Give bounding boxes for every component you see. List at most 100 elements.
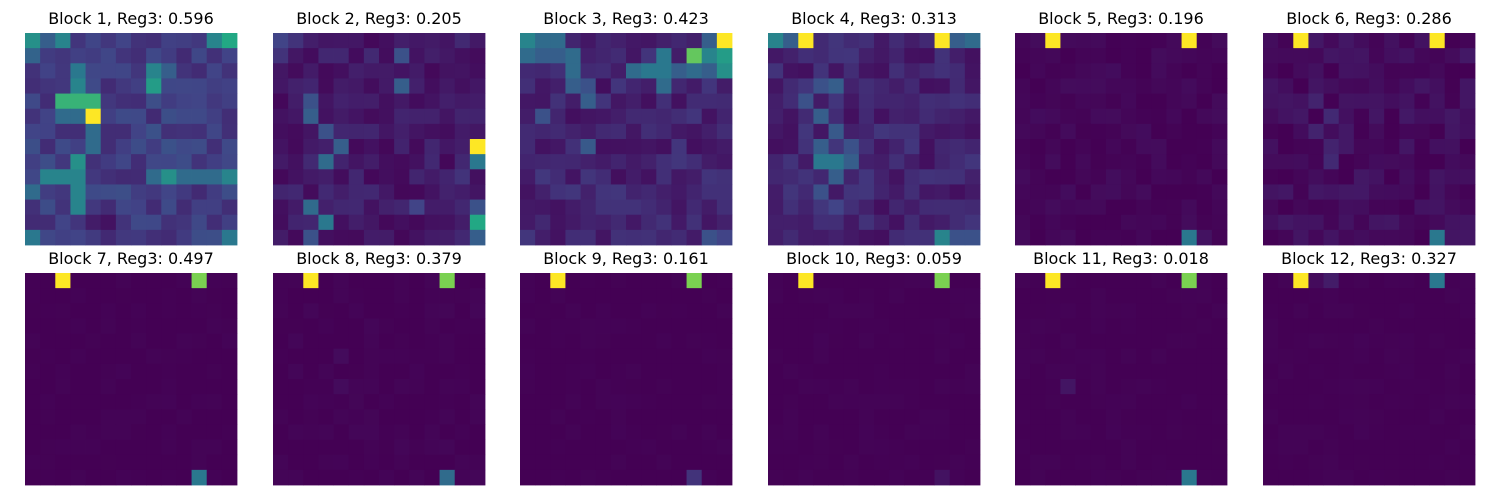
heatmap-cell (1323, 123, 1340, 140)
heatmap-cell (25, 33, 41, 49)
heatmap-cell (1105, 333, 1122, 350)
heatmap-cell (580, 93, 597, 110)
heatmap-cell (1211, 318, 1228, 334)
heatmap-cell (115, 363, 132, 380)
heatmap-cell (949, 139, 966, 155)
heatmap-cell (858, 78, 875, 94)
heatmap-cell (686, 439, 703, 456)
heatmap-cell (874, 123, 890, 140)
heatmap-cell (1075, 154, 1092, 170)
heatmap-cell (535, 318, 551, 334)
heatmap-cell (874, 363, 890, 380)
heatmap-cell (641, 303, 657, 319)
heatmap-cell (595, 229, 612, 246)
heatmap-cell (439, 229, 456, 246)
heatmap-cell (641, 214, 657, 231)
heatmap-cell (85, 78, 102, 94)
heatmap-cell (363, 214, 380, 231)
heatmap-cell (85, 214, 102, 231)
heatmap-cell (206, 394, 223, 410)
heatmap-cell (1414, 78, 1430, 94)
heatmap-cell (146, 33, 162, 49)
heatmap-cell (1075, 363, 1092, 380)
heatmap-cell (783, 424, 799, 440)
heatmap-cell (333, 454, 350, 471)
heatmap-cell (273, 363, 289, 380)
heatmap-cell (843, 318, 860, 334)
heatmap-cell (191, 108, 208, 125)
heatmap-cell (783, 333, 799, 350)
heatmap-cell (273, 424, 289, 440)
heatmap-cell (1369, 409, 1385, 425)
heatmap-cell (610, 363, 627, 380)
heatmap-cell (1444, 93, 1461, 110)
heatmap-cell (1429, 48, 1446, 64)
heatmap-cell (363, 48, 380, 64)
heatmap-cell (768, 48, 784, 64)
heatmap-cell (424, 63, 440, 79)
heatmap-cell (348, 139, 365, 155)
heatmap-cell (1136, 33, 1152, 49)
heatmap-cell (303, 454, 319, 471)
heatmap-cell (550, 469, 566, 486)
heatmap-cell (1121, 439, 1137, 456)
heatmap-cell (1323, 214, 1340, 231)
heatmap-cell (85, 169, 102, 185)
heatmap-cell (70, 469, 86, 486)
heatmap-cell (1090, 78, 1107, 94)
heatmap-cell (1399, 123, 1415, 140)
heatmap-cell (131, 199, 147, 216)
heatmap-cell (146, 394, 162, 410)
heatmap-cell (768, 288, 784, 304)
heatmap-cell (1196, 33, 1213, 49)
heatmap-cell (550, 439, 566, 456)
heatmap-cell (813, 154, 829, 170)
heatmap-cell (656, 363, 672, 380)
heatmap-cell (70, 229, 86, 246)
heatmap-cell (1459, 78, 1476, 94)
heatmap-cell (115, 348, 132, 365)
heatmap-cell (1369, 229, 1385, 246)
heatmap-cell (1151, 93, 1167, 110)
heatmap-cell (595, 184, 612, 200)
heatmap-cell (318, 469, 334, 486)
heatmap-cell (641, 123, 657, 140)
heatmap-cell (409, 123, 425, 140)
heatmap-cell (176, 363, 192, 380)
heatmap-cell (1015, 48, 1031, 64)
heatmap-cell (595, 469, 612, 486)
heatmap-cell (964, 318, 981, 334)
heatmap-cell (454, 379, 471, 395)
heatmap-cell (439, 78, 456, 94)
heatmap-cell (783, 303, 799, 319)
heatmap-cell (565, 394, 581, 410)
heatmap-cell (379, 439, 395, 456)
heatmap-cell (1181, 63, 1198, 79)
heatmap-cell (768, 63, 784, 79)
heatmap-cell (716, 273, 733, 289)
heatmap-cell (1369, 379, 1385, 395)
heatmap-cell (1075, 333, 1092, 350)
heatmap-cell (303, 288, 319, 304)
heatmap-cell (1399, 348, 1415, 365)
heatmap-cell (1369, 184, 1385, 200)
heatmap-cell (1353, 63, 1370, 79)
heatmap-cell (889, 123, 905, 140)
heatmap-cell (176, 288, 192, 304)
heatmap-cell (1353, 379, 1370, 395)
heatmap-cell (716, 123, 733, 140)
heatmap-cell (363, 154, 380, 170)
heatmap-cell (176, 63, 192, 79)
heatmap-cell (394, 199, 410, 216)
heatmap-cell (131, 214, 147, 231)
heatmap-cell (363, 454, 380, 471)
heatmap-cell (1166, 363, 1182, 380)
heatmap-cell (273, 439, 289, 456)
heatmap-cell (843, 439, 860, 456)
heatmap-cell (206, 63, 223, 79)
heatmap-cell (874, 214, 890, 231)
heatmap-cell (1263, 318, 1279, 334)
heatmap-cell (1323, 63, 1340, 79)
heatmap-cell (454, 93, 471, 110)
heatmap-cell (1105, 169, 1122, 185)
